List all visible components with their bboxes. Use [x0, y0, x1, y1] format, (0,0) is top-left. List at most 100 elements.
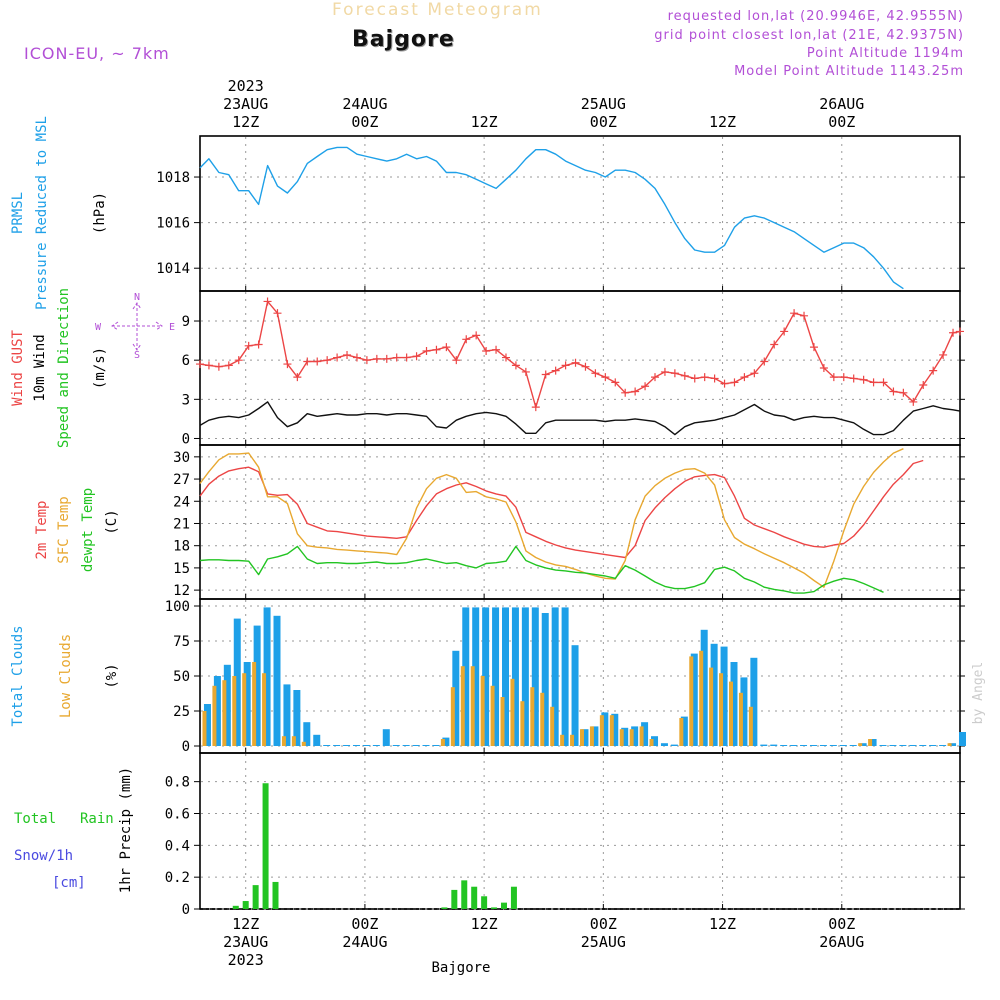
wind-gust-marker [919, 380, 928, 389]
total-cloud-bar [243, 662, 251, 746]
total-cloud-bar [303, 722, 311, 746]
low-cloud-bar [262, 673, 267, 746]
rain-bar [262, 783, 269, 909]
low-clouds-label: Low Clouds [58, 634, 74, 718]
clouds-y-tick-label: 25 [173, 704, 190, 720]
low-cloud-bar [738, 692, 743, 746]
clouds-y-tick-label: 0 [182, 739, 190, 755]
wind-gust-marker [899, 388, 908, 397]
total-cloud-bar [412, 745, 420, 746]
low-cloud-bar [480, 676, 485, 746]
bottom-time-label: 12Z [232, 915, 259, 933]
clouds-unit: (%) [104, 663, 120, 688]
total-cloud-bar [422, 745, 430, 746]
total-cloud-bar [800, 745, 808, 746]
rain-bar [471, 886, 478, 909]
top-time-label: 24AUG [342, 95, 387, 113]
wind-gust-marker [452, 356, 461, 365]
low-cloud-bar [560, 734, 565, 746]
credit-watermark: by Angel [971, 662, 986, 725]
total-cloud-bar [472, 607, 480, 746]
low-cloud-bar [500, 697, 505, 746]
bottom-time-label: 23AUG [223, 933, 268, 951]
temp-sfc-label: SFC Temp [56, 496, 72, 563]
wind-gust-marker [949, 328, 958, 337]
low-cloud-bar [619, 729, 624, 746]
total-cloud-bar [720, 646, 728, 746]
wind-gust-marker [760, 357, 769, 366]
total-cloud-bar [293, 690, 301, 746]
temp-dewpt-label: dewpt Temp [80, 488, 96, 572]
wind-gust-marker [690, 374, 699, 383]
wind-gust-marker [422, 347, 431, 356]
total-cloud-bar [899, 745, 907, 746]
top-time-label: 12Z [232, 113, 259, 131]
low-cloud-bar [599, 715, 604, 746]
clouds-y-tick-label: 100 [165, 599, 190, 615]
total-cloud-bar [352, 745, 360, 746]
grid-point-location: grid point closest lon,lat (21E, 42.9375… [654, 28, 964, 43]
wind-y-tick-label: 9 [182, 314, 190, 330]
compass-east: E [169, 322, 175, 333]
wind-gust-marker [362, 356, 371, 365]
wind-gust-marker [412, 352, 421, 361]
temp-y-tick-label: 24 [173, 494, 190, 510]
wind-gust-marker [283, 360, 292, 369]
wind-gust-marker [730, 378, 739, 387]
bottom-time-label: 12Z [709, 915, 736, 933]
total-cloud-bar [213, 676, 221, 746]
temp-2m-label: 2m Temp [34, 500, 50, 559]
wind-gust-label: Wind GUST [10, 330, 26, 406]
wind-gust-marker [839, 373, 848, 382]
top-time-label: 00Z [351, 113, 378, 131]
temp-y-tick-label: 15 [173, 561, 190, 577]
total-cloud-bar [591, 726, 599, 746]
model-altitude: Model Point Altitude 1143.25m [734, 64, 964, 79]
low-cloud-bar [719, 673, 724, 746]
low-cloud-bar [212, 685, 217, 746]
total-cloud-bar [492, 607, 500, 746]
total-cloud-bar [750, 657, 758, 746]
grid-lines [201, 137, 959, 910]
total-cloud-bar [362, 745, 370, 746]
total-cloud-bar [432, 745, 440, 746]
wind-gust-marker [829, 373, 838, 382]
wind-gust-marker [601, 373, 610, 382]
top-time-label: 00Z [828, 113, 855, 131]
precip-y-tick-label: 0.4 [165, 838, 190, 854]
total-cloud-bar [482, 607, 490, 746]
total-cloud-bar [869, 739, 877, 746]
wind-gust-marker [382, 354, 391, 363]
pressure-label: PRMSL [10, 192, 26, 234]
top-time-label: 2023 [228, 77, 264, 95]
total-cloud-bar [521, 607, 529, 746]
rain-bar [232, 905, 239, 909]
low-cloud-bar [470, 666, 475, 746]
rain-bar [451, 889, 458, 909]
wind-gust-marker [956, 327, 964, 336]
total-cloud-bar [611, 713, 619, 746]
rain-bar [252, 885, 259, 909]
wind-gust-marker [819, 364, 828, 372]
wind-panel-frame [199, 290, 961, 446]
wind-gust-line [199, 300, 961, 408]
total-cloud-bar [531, 607, 539, 746]
low-cloud-bar [222, 680, 227, 746]
wind-speed-line [199, 401, 961, 436]
total-cloud-bar [839, 745, 847, 746]
total-cloud-bar [859, 743, 867, 746]
wind-gust-marker [323, 356, 332, 365]
wind-gust-marker [204, 361, 213, 370]
temp-panel-frame [199, 444, 961, 600]
wind-gust-marker [293, 373, 302, 382]
low-cloud-bar [639, 726, 644, 746]
low-cloud-bar [530, 687, 535, 746]
wind-gust-marker [780, 327, 789, 336]
wind-gust-marker [482, 347, 491, 356]
wind-unit: (m/s) [92, 347, 108, 389]
total-cloud-bar [809, 745, 817, 746]
wind-gust-marker [224, 361, 233, 370]
compass-rose-icon [111, 302, 163, 351]
compass-west: W [95, 322, 102, 333]
low-cloud-bar [570, 734, 575, 746]
